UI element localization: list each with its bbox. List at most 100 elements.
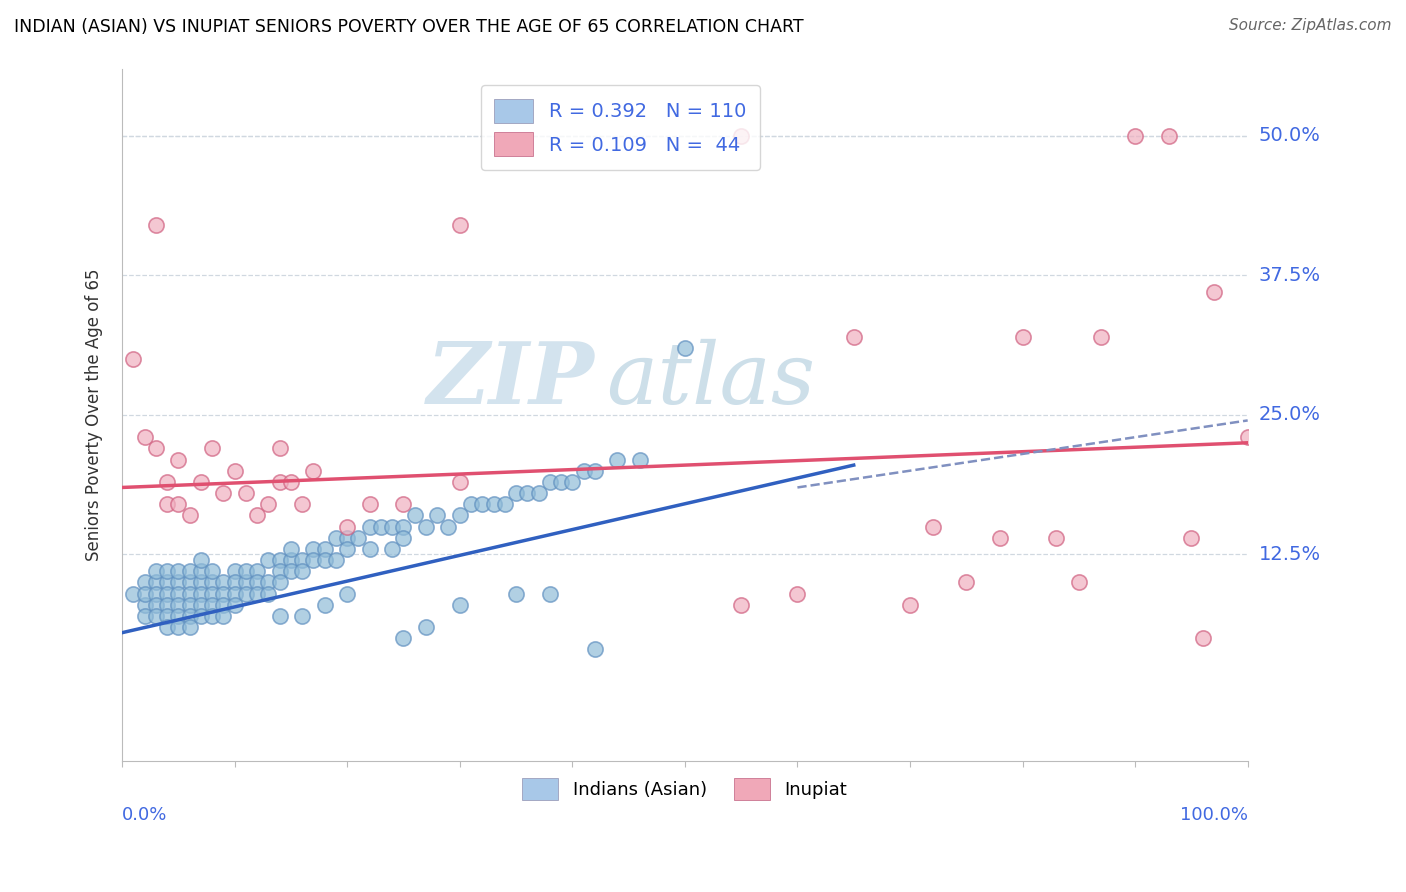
Point <box>392 531 415 545</box>
Point <box>167 497 190 511</box>
Point <box>404 508 426 523</box>
Point <box>167 452 190 467</box>
Point <box>482 497 505 511</box>
Point <box>1045 531 1067 545</box>
Point <box>145 442 167 456</box>
Point <box>336 519 359 533</box>
Point <box>190 564 212 578</box>
Point <box>449 508 471 523</box>
Point <box>1157 128 1180 143</box>
Point <box>190 475 212 489</box>
Point <box>730 128 752 143</box>
Point <box>156 586 179 600</box>
Point <box>280 564 302 578</box>
Point <box>988 531 1011 545</box>
Point <box>145 564 167 578</box>
Text: 100.0%: 100.0% <box>1180 805 1247 824</box>
Point <box>224 564 246 578</box>
Y-axis label: Seniors Poverty Over the Age of 65: Seniors Poverty Over the Age of 65 <box>86 268 103 561</box>
Point <box>224 598 246 612</box>
Point <box>246 586 269 600</box>
Point <box>269 609 291 624</box>
Point <box>359 519 381 533</box>
Point <box>122 351 145 366</box>
Point <box>190 586 212 600</box>
Point <box>336 586 359 600</box>
Point <box>786 586 808 600</box>
Point <box>156 475 179 489</box>
Point <box>460 497 482 511</box>
Point <box>167 609 190 624</box>
Point <box>673 341 696 355</box>
Point <box>179 620 201 634</box>
Point <box>898 598 921 612</box>
Point <box>212 586 235 600</box>
Point <box>134 430 156 444</box>
Point <box>381 541 404 556</box>
Point <box>257 553 280 567</box>
Point <box>179 598 201 612</box>
Point <box>235 486 257 500</box>
Point <box>167 575 190 590</box>
Point <box>280 553 302 567</box>
Point <box>516 486 538 500</box>
Point <box>336 531 359 545</box>
Point <box>381 519 404 533</box>
Point <box>156 497 179 511</box>
Point <box>190 598 212 612</box>
Point <box>145 598 167 612</box>
Point <box>325 531 347 545</box>
Point <box>302 553 325 567</box>
Point <box>280 475 302 489</box>
Point <box>449 598 471 612</box>
Point <box>302 464 325 478</box>
Point <box>179 575 201 590</box>
Point <box>538 475 561 489</box>
Point <box>156 598 179 612</box>
Point <box>257 575 280 590</box>
Point <box>201 598 224 612</box>
Point <box>314 553 336 567</box>
Legend: Indians (Asian), Inupiat: Indians (Asian), Inupiat <box>515 771 855 807</box>
Point <box>842 329 865 343</box>
Point <box>167 598 190 612</box>
Point <box>156 575 179 590</box>
Point <box>212 598 235 612</box>
Point <box>246 508 269 523</box>
Point <box>392 497 415 511</box>
Point <box>167 620 190 634</box>
Text: ZIP: ZIP <box>427 338 595 422</box>
Point <box>134 598 156 612</box>
Point <box>179 564 201 578</box>
Point <box>550 475 572 489</box>
Point <box>235 586 257 600</box>
Point <box>190 609 212 624</box>
Point <box>494 497 516 511</box>
Point <box>269 553 291 567</box>
Point <box>583 464 606 478</box>
Point <box>246 575 269 590</box>
Point <box>1180 531 1202 545</box>
Point <box>505 586 527 600</box>
Point <box>246 564 269 578</box>
Text: 0.0%: 0.0% <box>122 805 167 824</box>
Point <box>730 598 752 612</box>
Point <box>257 497 280 511</box>
Point <box>392 519 415 533</box>
Point <box>921 519 943 533</box>
Point <box>471 497 494 511</box>
Point <box>449 475 471 489</box>
Text: 12.5%: 12.5% <box>1258 545 1322 564</box>
Point <box>1067 575 1090 590</box>
Point <box>201 564 224 578</box>
Point <box>145 575 167 590</box>
Point <box>269 575 291 590</box>
Point <box>201 609 224 624</box>
Point <box>134 586 156 600</box>
Point <box>257 586 280 600</box>
Point <box>212 486 235 500</box>
Point <box>572 464 595 478</box>
Point <box>291 497 314 511</box>
Point <box>302 541 325 556</box>
Point <box>291 609 314 624</box>
